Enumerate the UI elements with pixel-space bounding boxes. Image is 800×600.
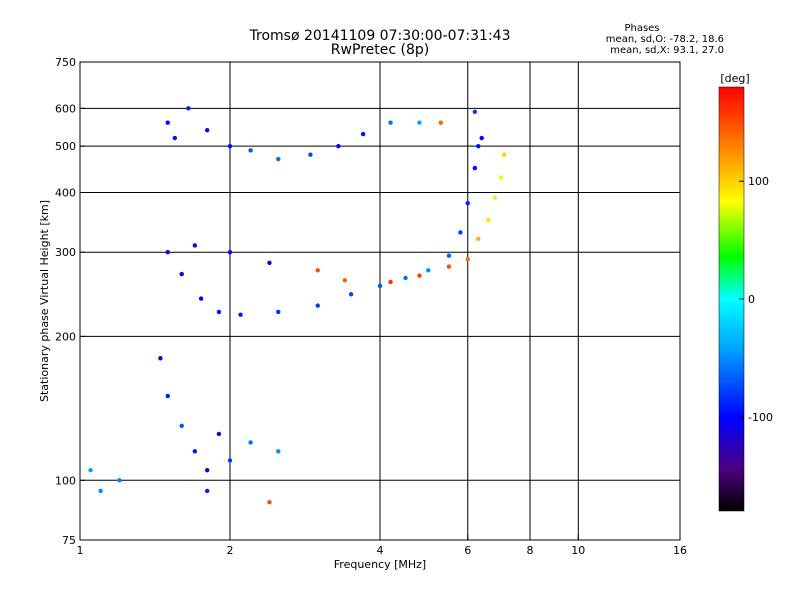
data-point xyxy=(426,268,431,273)
data-point xyxy=(417,120,422,125)
colorbar-tick-label: -100 xyxy=(748,411,773,424)
x-axis-label: Frequency [MHz] xyxy=(334,558,426,571)
chart-title: Tromsø 20141109 07:30:00-07:31:43 xyxy=(249,28,511,44)
data-point xyxy=(98,488,103,494)
data-point xyxy=(458,230,463,235)
y-tick-label: 750 xyxy=(55,56,76,69)
data-point xyxy=(172,135,178,141)
data-point xyxy=(476,236,481,242)
data-point xyxy=(248,440,253,445)
data-point xyxy=(267,260,272,266)
data-point xyxy=(276,156,281,162)
data-point xyxy=(501,152,507,157)
data-point xyxy=(472,165,478,171)
data-point xyxy=(308,152,313,157)
x-tick-label: 16 xyxy=(673,544,687,557)
data-point xyxy=(248,148,253,153)
y-axis-label: Stationary phase Virtual Height [km] xyxy=(38,200,51,402)
data-point xyxy=(276,449,281,454)
data-point xyxy=(486,218,491,223)
data-point xyxy=(88,467,93,473)
x-tick-label: 6 xyxy=(464,544,471,557)
x-tick-label: 2 xyxy=(227,544,234,557)
y-tick-label: 600 xyxy=(55,102,76,115)
data-point xyxy=(476,143,481,149)
data-point xyxy=(165,120,170,125)
data-point xyxy=(276,309,281,315)
grid-lines xyxy=(80,62,680,540)
data-point xyxy=(204,127,210,133)
data-point xyxy=(227,458,233,463)
colorbar-label: [deg] xyxy=(720,72,749,85)
data-point xyxy=(438,120,444,125)
data-point xyxy=(192,449,198,454)
data-point xyxy=(179,271,184,277)
y-tick-label: 100 xyxy=(55,474,76,487)
data-point xyxy=(179,423,184,429)
chart-subtitle: RwPretec (8p) xyxy=(331,42,429,58)
data-point xyxy=(342,278,348,283)
x-tick-labels: 1 2 4 6 8 10 16 xyxy=(77,535,687,557)
data-point xyxy=(498,175,504,180)
data-point xyxy=(186,106,191,111)
data-point xyxy=(198,296,204,301)
stats-x-line: mean, sd,X: 93.1, 27.0 xyxy=(610,45,724,56)
data-point xyxy=(472,109,478,115)
data-points xyxy=(88,106,507,505)
data-point xyxy=(165,250,170,255)
data-point xyxy=(315,303,320,308)
data-point xyxy=(117,478,122,483)
data-point xyxy=(417,273,422,278)
stats-heading: Phases xyxy=(624,23,659,34)
data-point xyxy=(267,499,272,505)
data-point xyxy=(388,279,393,285)
data-point xyxy=(216,431,222,437)
colorbar-ticks: 100 0 -100 xyxy=(739,175,773,424)
x-tick-label: 1 xyxy=(77,544,84,557)
y-tick-label: 75 xyxy=(62,534,76,547)
y-tick-label: 200 xyxy=(55,330,76,343)
data-point xyxy=(446,264,452,269)
data-point xyxy=(192,243,198,248)
y-tick-label: 300 xyxy=(55,246,76,259)
data-point xyxy=(348,292,354,297)
data-point xyxy=(336,143,341,149)
data-point xyxy=(204,467,210,473)
data-point xyxy=(227,250,233,255)
data-point xyxy=(216,309,222,315)
data-point xyxy=(465,257,470,262)
x-tick-label: 8 xyxy=(527,544,534,557)
y-tick-label: 400 xyxy=(55,186,76,199)
data-point xyxy=(492,195,498,200)
colorbar-tick-label: 100 xyxy=(748,175,769,188)
y-tick-labels: 75 100 200 300 400 500 600 750 xyxy=(55,56,85,547)
x-tick-label: 4 xyxy=(377,544,384,557)
colorbar-tick-label: 0 xyxy=(748,293,755,306)
data-point xyxy=(446,253,452,258)
data-point xyxy=(227,143,233,149)
data-point xyxy=(377,283,383,289)
data-point xyxy=(403,275,408,281)
data-point xyxy=(388,120,393,125)
data-point xyxy=(315,268,320,273)
stats-o-line: mean, sd,O: -78.2, 18.6 xyxy=(606,34,724,45)
data-point xyxy=(204,488,210,494)
data-point xyxy=(158,356,163,361)
data-point xyxy=(479,135,484,141)
data-point xyxy=(238,312,243,317)
data-point xyxy=(465,200,470,206)
data-point xyxy=(165,393,170,399)
x-tick-label: 10 xyxy=(571,544,585,557)
data-point xyxy=(360,131,366,137)
y-tick-label: 500 xyxy=(55,140,76,153)
